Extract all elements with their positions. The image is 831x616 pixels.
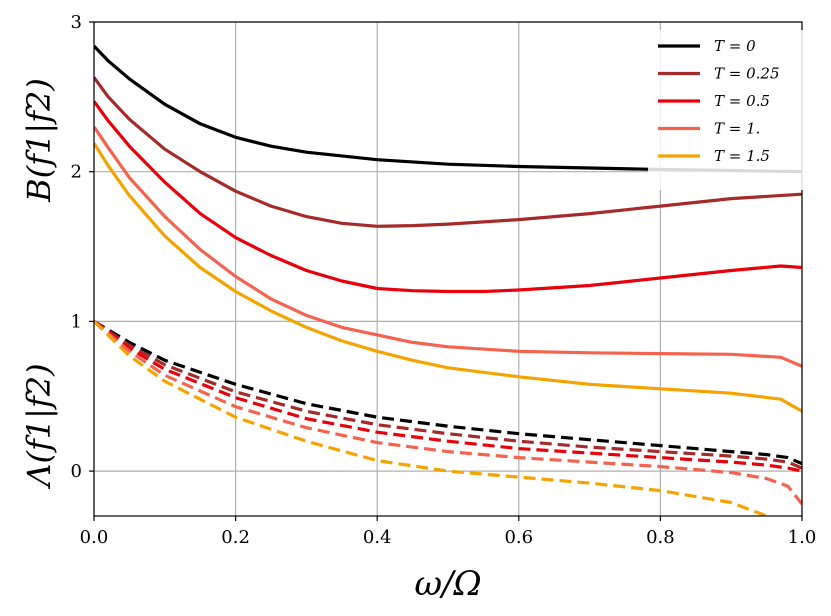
- x-tick-label: 0.0: [80, 527, 109, 548]
- svg-text:B(f1|f2): B(f1|f2): [20, 78, 58, 203]
- legend-box: [648, 30, 816, 190]
- x-tick-label: 0.2: [221, 527, 250, 548]
- b-series-line-3: [94, 125, 802, 368]
- x-tick-label: 0.8: [646, 527, 675, 548]
- lambda-series-line-4: [94, 320, 768, 516]
- x-tick-label: 1.0: [788, 527, 817, 548]
- legend: T = 0 T = 0.25 T = 0.5 T = 1. T = 1.5: [658, 37, 780, 165]
- y-axis-label-lower: Λ(f1|f2): [20, 363, 58, 489]
- b-series-line-0: [94, 44, 802, 174]
- legend-label-4: T = 1.5: [714, 147, 770, 165]
- b-series-line-1: [94, 76, 802, 228]
- chart-series: [94, 44, 802, 516]
- y-axis-label-upper: B(f1|f2): [20, 78, 58, 203]
- y-tick-label: 0: [71, 461, 82, 482]
- b-series-line-4: [94, 142, 802, 413]
- x-axis-label: ω/Ω: [414, 564, 481, 604]
- lambda-series-line-2: [94, 320, 802, 473]
- axis-ticks: 0.0 0.2 0.4 0.6 0.8 1.0 0 1 2 3: [71, 12, 817, 548]
- plot-frame: [93, 21, 803, 517]
- legend-label-3: T = 1.: [714, 120, 760, 138]
- y-tick-label: 3: [71, 12, 82, 33]
- x-tick-label: 0.6: [504, 527, 533, 548]
- lambda-series-line-0: [94, 320, 802, 466]
- lambda-series-line-1: [94, 320, 802, 470]
- legend-label-1: T = 0.25: [714, 65, 780, 83]
- legend-label-0: T = 0: [714, 37, 756, 55]
- legend-label-2: T = 0.5: [714, 92, 770, 110]
- svg-text:Λ(f1|f2): Λ(f1|f2): [20, 363, 58, 489]
- lambda-series-line-3: [94, 320, 802, 505]
- b-series-line-2: [94, 100, 802, 294]
- x-tick-label: 0.4: [363, 527, 392, 548]
- y-tick-label: 2: [71, 162, 82, 183]
- y-tick-label: 1: [71, 311, 82, 332]
